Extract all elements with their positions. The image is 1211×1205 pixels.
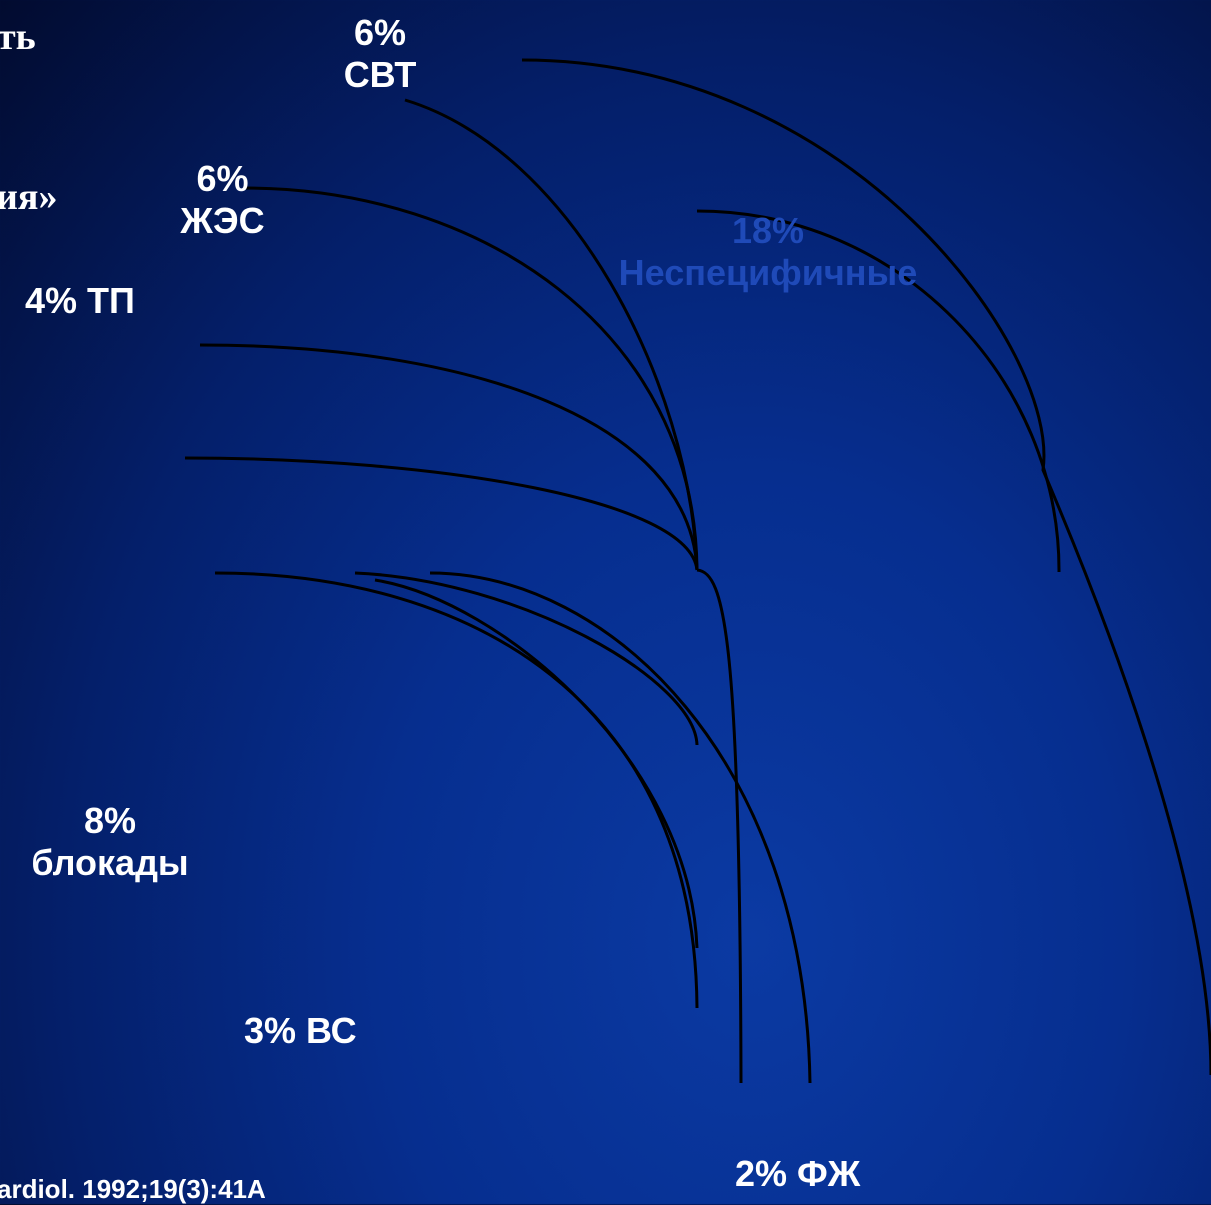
citation: ardiol. 1992;19(3):41A xyxy=(0,1174,266,1204)
label-svt: 6% СВТ xyxy=(343,12,417,96)
left-text-line-1: ть xyxy=(0,16,36,58)
arc-zhes xyxy=(244,186,699,571)
label-zhes: 6% ЖЭС xyxy=(180,158,265,242)
arc-mid xyxy=(184,456,699,571)
label-tp: 4% ТП xyxy=(25,280,135,321)
arc-low2 xyxy=(354,571,699,746)
label-vs: 3% ВС xyxy=(244,1010,357,1051)
label-fzh: 2% ФЖ xyxy=(735,1153,861,1194)
arc-nonspecific xyxy=(696,209,1061,573)
label-blocks: 8% блокады xyxy=(31,800,189,884)
left-text-line-3: ия» xyxy=(0,176,58,218)
arc-low1 xyxy=(214,571,699,1009)
arc-tp xyxy=(199,343,699,571)
arc-trunk xyxy=(696,568,743,1084)
arc-low3 xyxy=(429,571,812,1084)
arc-low4 xyxy=(374,578,699,949)
arc-svt xyxy=(404,98,699,571)
label-nonspecific: 18% Неспецифичные xyxy=(618,210,918,294)
